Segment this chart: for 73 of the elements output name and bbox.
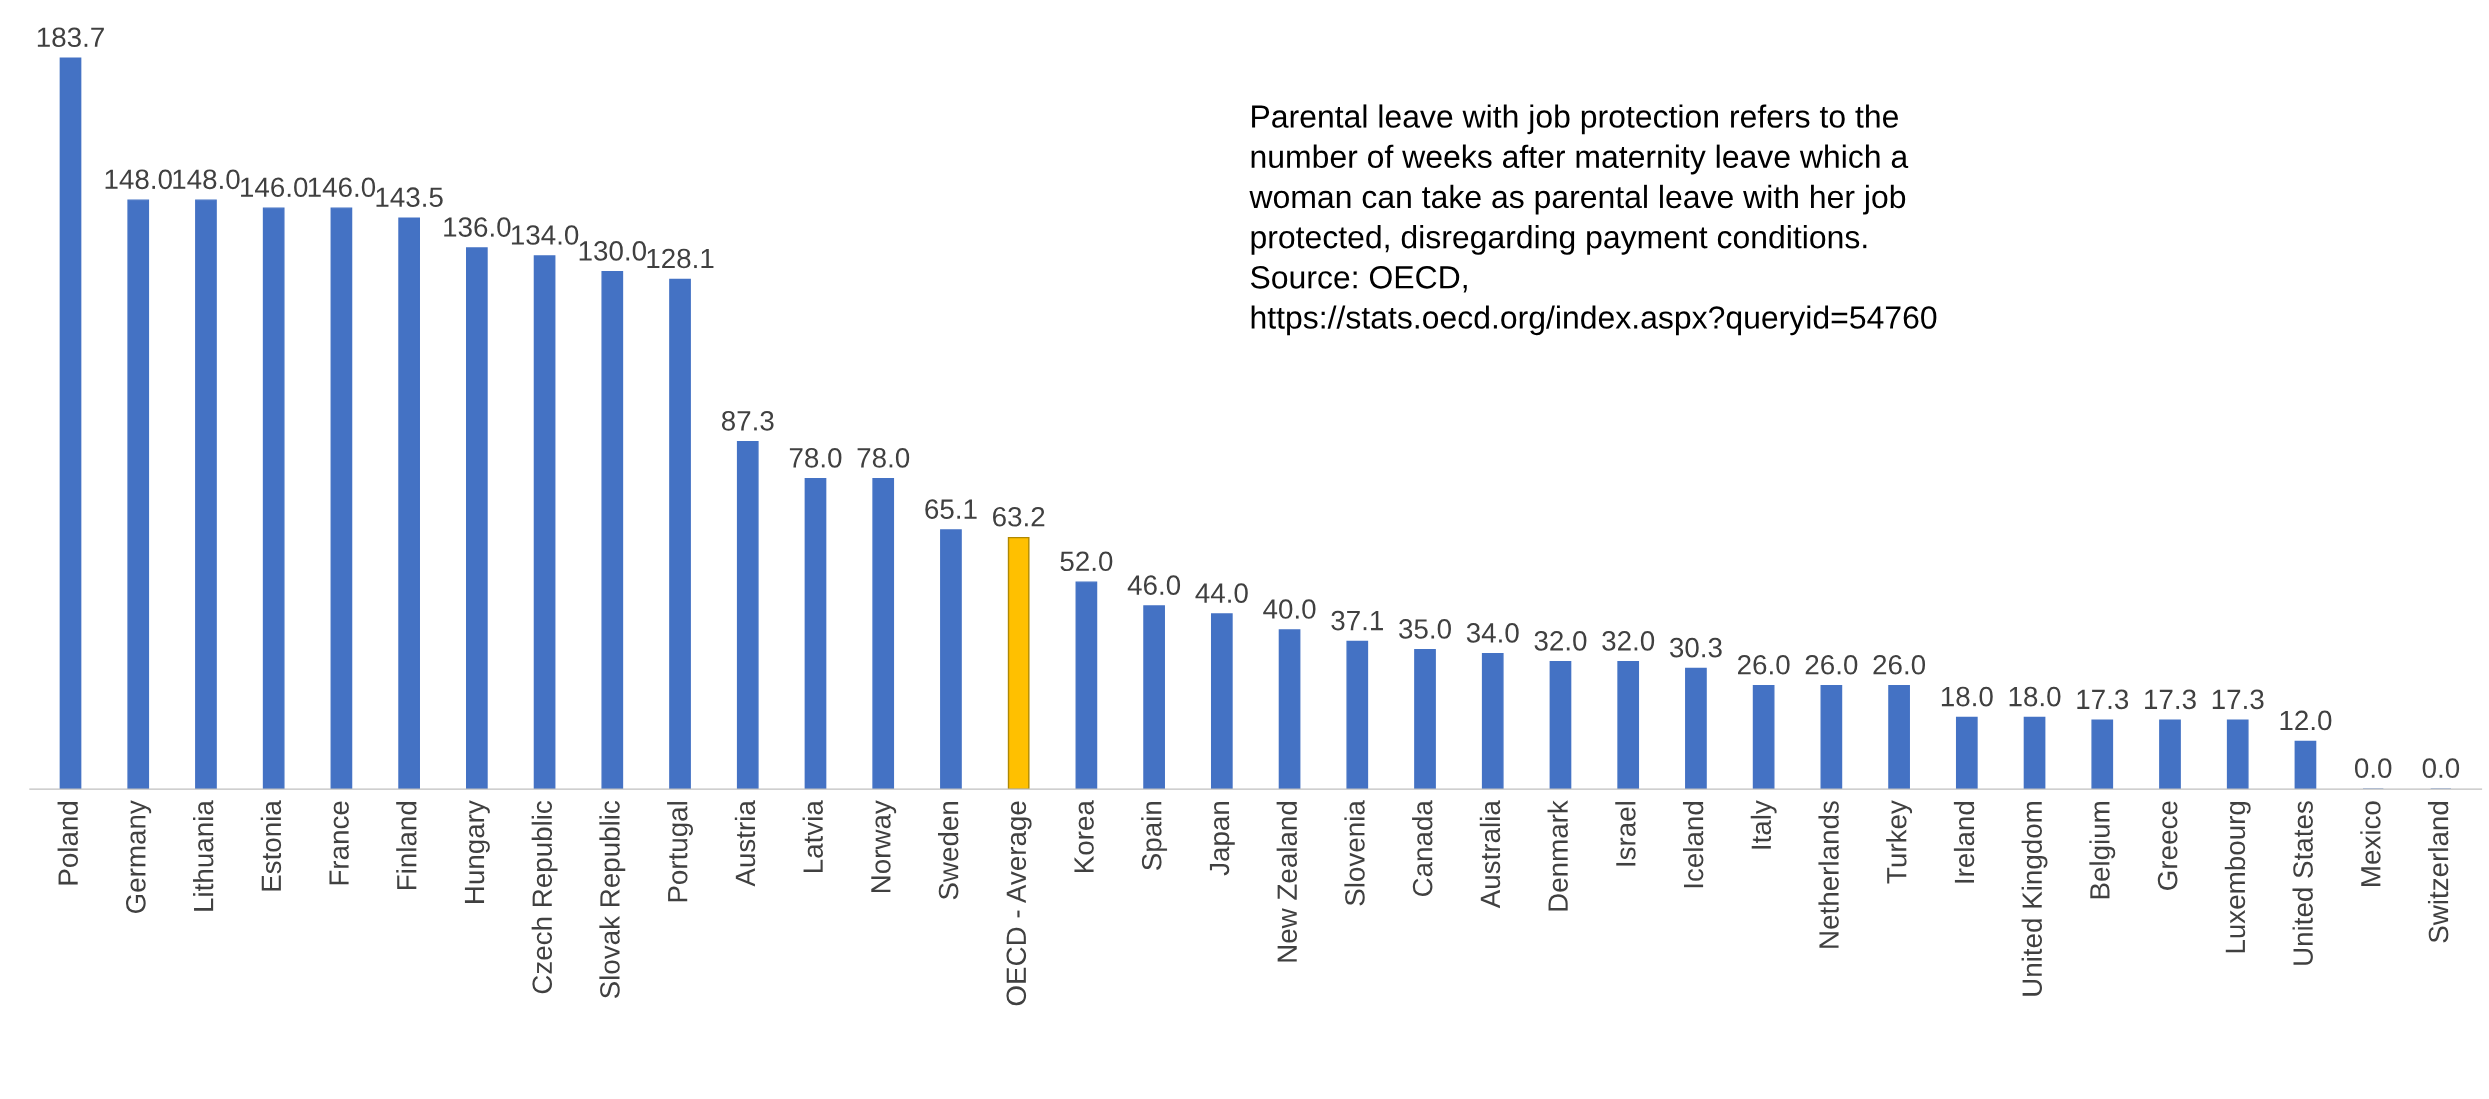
data-label: 63.2 bbox=[993, 506, 1045, 527]
x-tick-label: Austria bbox=[734, 800, 756, 887]
x-tick-label: Greece bbox=[2157, 801, 2178, 890]
x-tick-label: Latvia bbox=[802, 800, 823, 873]
x-tick-label: Australia bbox=[1479, 800, 1501, 909]
x-tick-label: Lithuania bbox=[193, 800, 214, 911]
x-tick-label: Portugal bbox=[667, 802, 693, 902]
x-tick-label: France bbox=[329, 801, 349, 885]
data-label: 17.3 bbox=[2145, 689, 2196, 710]
data-label: 78.0 bbox=[789, 448, 842, 468]
data-label: 52.0 bbox=[1060, 551, 1113, 572]
x-tick-label: OECD - Average bbox=[1006, 801, 1032, 1006]
x-tick-label: Germany bbox=[126, 800, 152, 914]
data-label: 130.0 bbox=[579, 241, 646, 261]
data-label: 78.0 bbox=[857, 448, 910, 468]
data-label: 44.0 bbox=[1195, 583, 1248, 603]
data-label: 40.0 bbox=[1263, 599, 1316, 619]
data-label: 134.0 bbox=[511, 225, 579, 245]
data-label: 148.0 bbox=[173, 169, 240, 190]
x-tick-label: Belgium bbox=[2089, 802, 2116, 899]
x-tick-label: Ireland bbox=[1953, 801, 1975, 883]
x-tick-label: Denmark bbox=[1547, 800, 1568, 911]
x-tick-label: Norway bbox=[871, 800, 897, 893]
x-tick-label: Mexico bbox=[2360, 801, 2381, 886]
x-tick-label: Slovenia bbox=[1344, 800, 1365, 906]
data-label: 183.7 bbox=[37, 27, 104, 48]
data-label: 26.0 bbox=[1738, 654, 1790, 675]
data-label: 17.3 bbox=[2212, 689, 2264, 710]
x-tick-label: Israel bbox=[1615, 802, 1636, 866]
data-label: 30.3 bbox=[1669, 637, 1722, 658]
annotation: Parental leave with job protection refers to the number of weeks after maternity leave which a woman can take as parental leave with her job protected, disregarding payment conditions. Source: OECD, https://stats.oecd.org/index.aspx?queryid=54760 bbox=[1249, 104, 1937, 336]
x-tick-label: Iceland bbox=[1682, 801, 1704, 888]
x-tick-label: United States bbox=[2292, 801, 2313, 965]
data-label: 34.0 bbox=[1466, 623, 1519, 643]
data-label: 65.1 bbox=[925, 499, 977, 519]
x-tick-label: Hungary bbox=[464, 800, 490, 903]
x-tick-label: Slovak Republic bbox=[599, 800, 626, 999]
x-tick-label: Turkey bbox=[1886, 800, 1913, 884]
data-label: 26.0 bbox=[1873, 654, 1926, 675]
data-label: 12.0 bbox=[2280, 710, 2332, 731]
x-tick-label: Switzerland bbox=[2427, 801, 2449, 943]
data-label: 26.0 bbox=[1805, 654, 1858, 675]
data-label: 18.0 bbox=[1941, 686, 1993, 707]
data-label: 17.3 bbox=[2077, 689, 2129, 710]
data-label: 146.0 bbox=[241, 177, 308, 198]
x-tick-label: Japan bbox=[1209, 801, 1235, 876]
data-label: 136.0 bbox=[444, 217, 511, 237]
x-tick-label: Finland bbox=[396, 801, 417, 890]
data-label: 32.0 bbox=[1534, 631, 1587, 651]
x-tick-label: Italy bbox=[1750, 800, 1777, 849]
data-label: 148.0 bbox=[105, 169, 172, 190]
data-label: 32.0 bbox=[1602, 631, 1655, 651]
data-label: 35.0 bbox=[1399, 619, 1451, 639]
data-label: 0.0 bbox=[2354, 758, 2392, 779]
x-tick-label: Canada bbox=[1412, 800, 1433, 897]
x-tick-label: New Zealand bbox=[1276, 801, 1298, 962]
data-label: 128.1 bbox=[647, 248, 714, 269]
data-label: 18.0 bbox=[2009, 686, 2061, 707]
x-tick-label: Luxembourg bbox=[2224, 801, 2251, 953]
data-label: 46.0 bbox=[1127, 575, 1181, 595]
x-tick-label: Estonia bbox=[260, 800, 282, 891]
x-tick-label: Sweden bbox=[937, 801, 959, 900]
x-tick-label: Spain bbox=[1141, 801, 1168, 870]
x-tick-label: Czech Republic bbox=[531, 800, 558, 994]
data-label: 87.3 bbox=[721, 410, 774, 431]
x-tick-label: Poland bbox=[57, 801, 78, 885]
data-label: 37.1 bbox=[1331, 610, 1383, 631]
data-label: 143.5 bbox=[376, 187, 443, 208]
data-label: 146.0 bbox=[308, 177, 376, 198]
x-tick-label: Korea bbox=[1074, 800, 1094, 873]
x-tick-label: United Kingdom bbox=[2021, 802, 2048, 996]
x-tick-label: Netherlands bbox=[1818, 801, 1839, 948]
data-label: 0.0 bbox=[2422, 758, 2460, 779]
